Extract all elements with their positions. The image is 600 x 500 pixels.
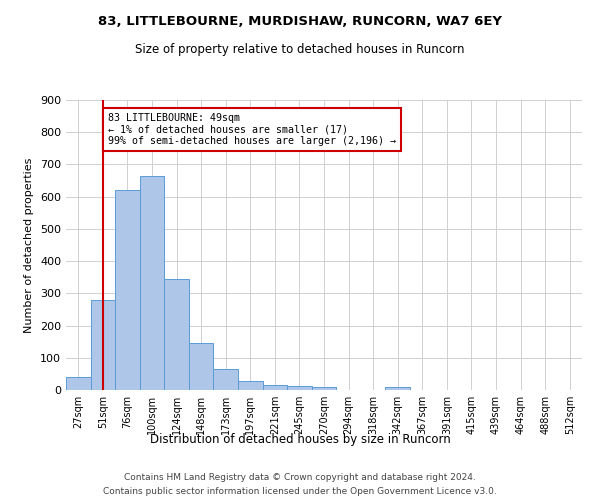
Bar bbox=[164, 279, 189, 390]
Bar bbox=[189, 344, 214, 390]
Text: 83, LITTLEBOURNE, MURDISHAW, RUNCORN, WA7 6EY: 83, LITTLEBOURNE, MURDISHAW, RUNCORN, WA… bbox=[98, 15, 502, 28]
Text: Size of property relative to detached houses in Runcorn: Size of property relative to detached ho… bbox=[135, 42, 465, 56]
Bar bbox=[115, 190, 140, 390]
Bar bbox=[238, 381, 263, 390]
Bar bbox=[140, 176, 164, 390]
Bar bbox=[91, 300, 115, 390]
Text: Contains HM Land Registry data © Crown copyright and database right 2024.: Contains HM Land Registry data © Crown c… bbox=[124, 472, 476, 482]
Y-axis label: Number of detached properties: Number of detached properties bbox=[25, 158, 34, 332]
Bar bbox=[312, 387, 336, 390]
Text: Distribution of detached houses by size in Runcorn: Distribution of detached houses by size … bbox=[149, 432, 451, 446]
Bar bbox=[263, 385, 287, 390]
Text: Contains public sector information licensed under the Open Government Licence v3: Contains public sector information licen… bbox=[103, 488, 497, 496]
Bar bbox=[214, 369, 238, 390]
Bar bbox=[287, 386, 312, 390]
Bar bbox=[66, 377, 91, 390]
Bar bbox=[385, 388, 410, 390]
Text: 83 LITTLEBOURNE: 49sqm
← 1% of detached houses are smaller (17)
99% of semi-deta: 83 LITTLEBOURNE: 49sqm ← 1% of detached … bbox=[108, 113, 396, 146]
